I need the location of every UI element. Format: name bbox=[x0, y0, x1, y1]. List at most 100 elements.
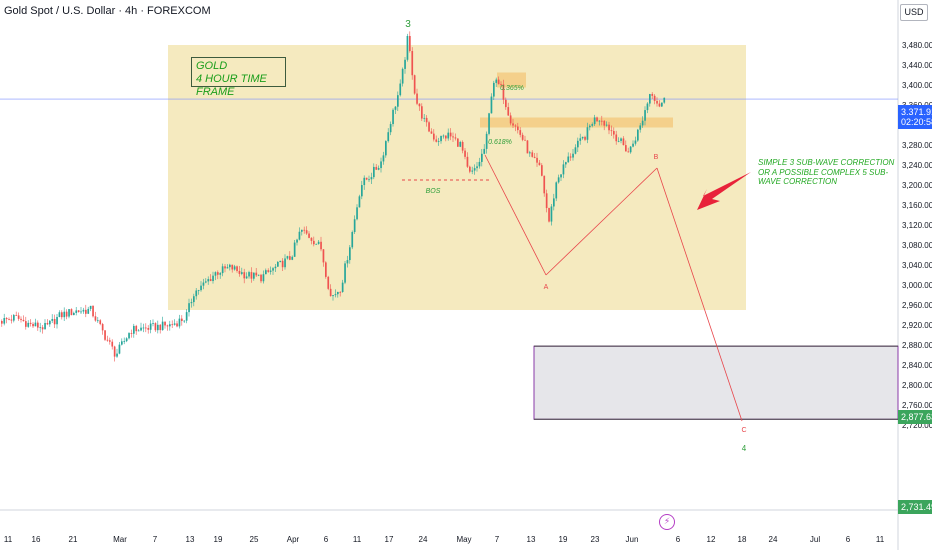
candle-body bbox=[262, 274, 265, 282]
x-tick-label: 21 bbox=[69, 535, 78, 544]
candle-body bbox=[569, 156, 572, 158]
correction-note: SIMPLE 3 SUB-WAVE CORRECTION OR A POSSIB… bbox=[758, 158, 895, 186]
candle-body bbox=[190, 302, 193, 304]
candle-body bbox=[584, 136, 586, 140]
candle-body bbox=[123, 341, 126, 342]
candle-body bbox=[207, 279, 210, 282]
candle-body bbox=[241, 272, 243, 274]
candle-body bbox=[140, 327, 142, 331]
candle-body bbox=[293, 242, 296, 257]
candle-body bbox=[435, 139, 438, 142]
x-tick-label: 6 bbox=[324, 535, 329, 544]
candle-body bbox=[68, 309, 70, 317]
candle-body bbox=[317, 241, 320, 244]
info-box: GOLD 4 HOUR TIME FRAME bbox=[191, 57, 286, 98]
candle-body bbox=[80, 311, 82, 313]
y-tick-label: 2,920.00 bbox=[902, 321, 932, 330]
candle-body bbox=[188, 303, 190, 313]
candle-body bbox=[437, 141, 440, 142]
x-tick-label: 18 bbox=[738, 535, 747, 544]
candle-body bbox=[442, 135, 445, 137]
candle-body bbox=[291, 256, 294, 260]
candle-body bbox=[495, 79, 498, 83]
overlay-layer bbox=[402, 154, 751, 422]
candle-body bbox=[401, 68, 404, 84]
y-tick-label: 3,400.00 bbox=[902, 81, 932, 90]
candle-body bbox=[497, 79, 500, 85]
candle-body bbox=[277, 262, 279, 267]
candle-body bbox=[327, 276, 330, 289]
candle-body bbox=[236, 266, 238, 271]
candle-body bbox=[617, 140, 620, 142]
y-tick-label: 2,960.00 bbox=[902, 301, 932, 310]
candle-body bbox=[51, 318, 54, 321]
x-tick-label: 19 bbox=[214, 535, 223, 544]
candle-body bbox=[613, 131, 615, 135]
candle-body bbox=[483, 148, 486, 154]
candle-body bbox=[447, 132, 450, 139]
candle-body bbox=[533, 156, 536, 158]
x-tick-label: 7 bbox=[495, 535, 500, 544]
candle-body bbox=[82, 309, 85, 312]
x-tick-label: 17 bbox=[385, 535, 394, 544]
wave-4-label: 4 bbox=[742, 444, 747, 453]
candle-body bbox=[154, 323, 157, 331]
candle-body bbox=[557, 177, 560, 183]
candle-body bbox=[243, 272, 246, 279]
x-tick-label: 12 bbox=[707, 535, 716, 544]
candle-body bbox=[87, 308, 90, 314]
candle-body bbox=[481, 153, 483, 162]
candle-body bbox=[221, 266, 224, 274]
candle-body bbox=[13, 315, 15, 321]
candle-body bbox=[286, 256, 289, 259]
candle-body bbox=[406, 35, 409, 60]
candle-body bbox=[375, 166, 378, 170]
red-arrow bbox=[697, 172, 751, 210]
candle-body bbox=[219, 273, 222, 275]
candle-body bbox=[449, 132, 452, 137]
candle-body bbox=[320, 241, 322, 250]
candle-body bbox=[25, 321, 27, 327]
candle-body bbox=[20, 318, 22, 320]
lightning-icon[interactable]: ⚡ bbox=[659, 514, 675, 530]
candle-body bbox=[205, 281, 207, 283]
currency-button[interactable]: USD bbox=[900, 4, 928, 21]
candle-body bbox=[10, 319, 13, 321]
candle-body bbox=[125, 338, 128, 342]
candle-body bbox=[416, 93, 418, 104]
bos-label: BOS bbox=[426, 188, 441, 195]
wave-b-label: B bbox=[654, 154, 659, 161]
candle-body bbox=[627, 151, 630, 153]
candle-body bbox=[111, 341, 114, 347]
candle-body bbox=[202, 282, 205, 286]
candle-body bbox=[113, 346, 116, 357]
candle-body bbox=[32, 323, 34, 327]
candle-body bbox=[507, 107, 510, 116]
candle-body bbox=[145, 327, 147, 329]
candle-body bbox=[428, 122, 430, 132]
candle-body bbox=[166, 325, 169, 327]
candle-body bbox=[644, 110, 646, 121]
candle-body bbox=[505, 99, 507, 108]
y-tick-label: 2,880.00 bbox=[902, 341, 932, 350]
x-tick-label: 11 bbox=[353, 535, 362, 544]
candle-body bbox=[601, 120, 603, 122]
candle-body bbox=[586, 127, 589, 140]
candle-body bbox=[452, 136, 454, 138]
candle-body bbox=[541, 165, 543, 176]
candle-body bbox=[5, 318, 8, 320]
countdown-tag: 02:20:58 bbox=[898, 115, 932, 129]
candle-body bbox=[274, 266, 277, 269]
candle-body bbox=[500, 84, 502, 86]
candle-body bbox=[265, 270, 267, 275]
candle-body bbox=[109, 340, 111, 342]
candle-body bbox=[550, 206, 553, 222]
candle-body bbox=[620, 138, 622, 141]
x-tick-label: 16 bbox=[32, 535, 41, 544]
wave-line-segment bbox=[484, 154, 547, 276]
symbol-header[interactable]: Gold Spot / U.S. Dollar · 4h · FOREXCOM bbox=[4, 5, 211, 17]
candle-body bbox=[473, 168, 476, 171]
candle-body bbox=[363, 177, 366, 186]
candle-body bbox=[301, 229, 303, 232]
